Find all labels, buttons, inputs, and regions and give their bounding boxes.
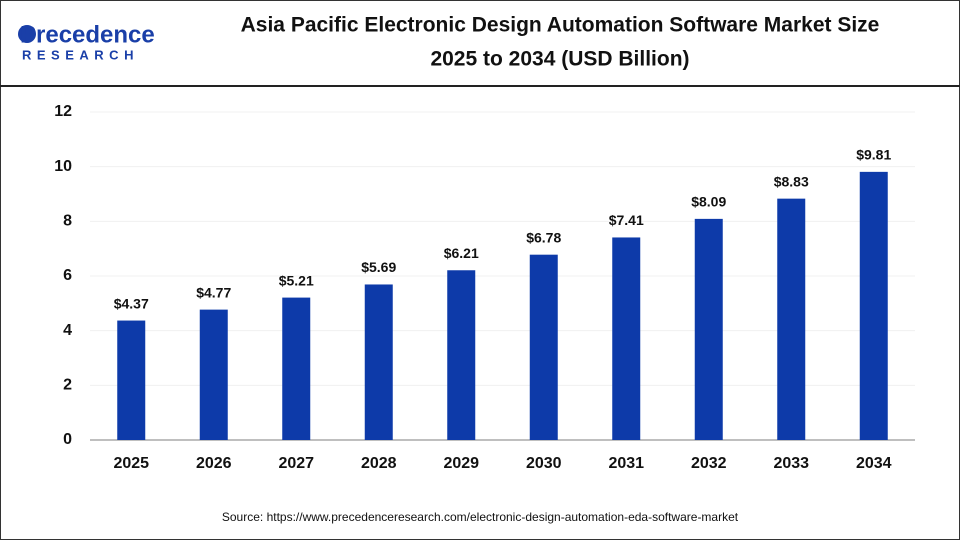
value-label: $5.21: [279, 272, 314, 288]
bar: [694, 218, 723, 440]
bar: [364, 284, 393, 440]
x-tick-label: 2028: [361, 455, 397, 472]
y-tick-label: 12: [54, 103, 72, 120]
bar: [447, 270, 476, 440]
bar: [612, 237, 641, 440]
bar: [117, 320, 146, 440]
y-tick-label: 0: [63, 431, 72, 448]
x-tick-label: 2029: [443, 455, 479, 472]
logo-sub: RESEARCH: [22, 47, 139, 62]
x-tick-label: 2026: [196, 455, 232, 472]
chart-title: 2025 to 2034 (USD Billion): [430, 48, 689, 71]
x-tick-label: 2033: [773, 455, 809, 472]
x-tick-label: 2025: [113, 455, 149, 472]
value-label: $8.83: [774, 173, 809, 189]
value-label: $4.37: [114, 295, 149, 311]
x-tick-label: 2034: [856, 455, 892, 472]
y-tick-label: 2: [63, 377, 72, 394]
value-label: $6.21: [444, 245, 479, 261]
y-tick-label: 4: [63, 322, 72, 339]
x-tick-label: 2031: [608, 455, 644, 472]
chart-title: Asia Pacific Electronic Design Automatio…: [241, 14, 880, 37]
bar: [282, 297, 311, 440]
bar: [199, 309, 228, 440]
source: Source: https://www.precedenceresearch.c…: [222, 510, 739, 524]
value-label: $9.81: [856, 147, 891, 163]
value-label: $4.77: [196, 284, 231, 300]
bar: [859, 171, 888, 441]
x-tick-label: 2032: [691, 455, 727, 472]
x-tick-label: 2030: [526, 455, 562, 472]
value-label: $5.69: [361, 259, 396, 275]
value-label: $6.78: [526, 229, 561, 245]
value-label: $7.41: [609, 212, 644, 228]
y-tick-label: 8: [63, 213, 72, 230]
logo-name: Precedence: [20, 21, 155, 48]
x-tick-label: 2027: [278, 455, 314, 472]
logo-icon: [18, 25, 36, 43]
bar: [777, 198, 806, 440]
bar: [529, 254, 558, 440]
y-tick-label: 6: [63, 267, 72, 284]
y-tick-label: 10: [54, 158, 72, 175]
value-label: $8.09: [691, 194, 726, 210]
